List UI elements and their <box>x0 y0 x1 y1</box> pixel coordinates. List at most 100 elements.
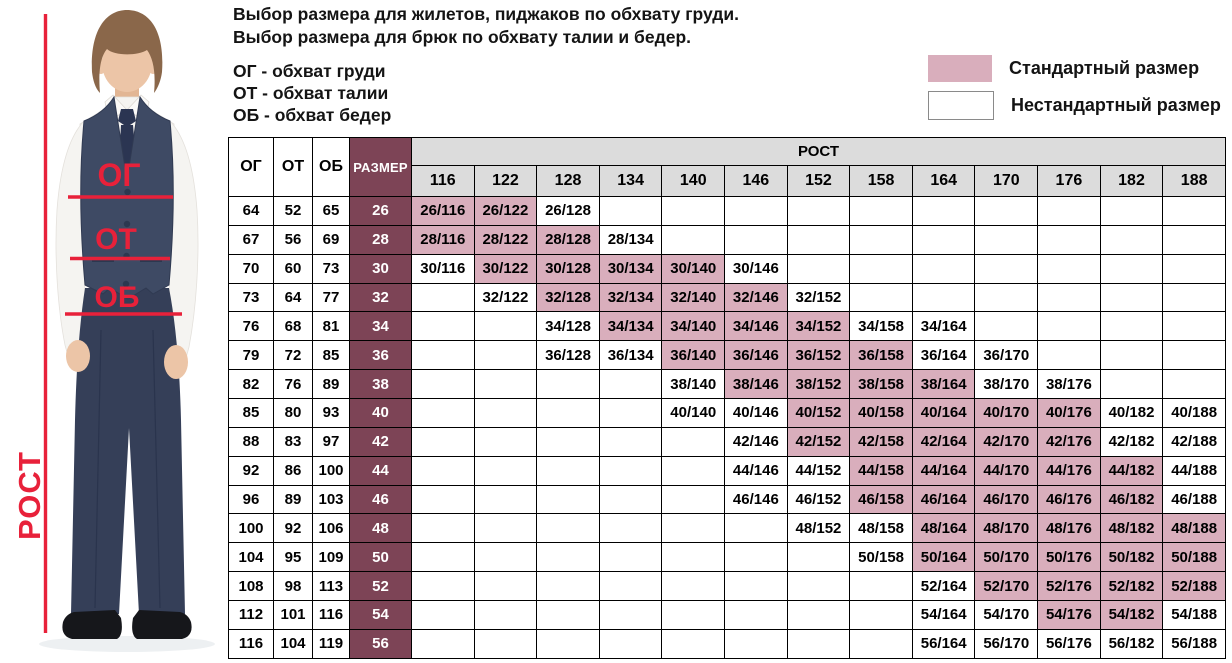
chest-value: 67 <box>228 224 274 255</box>
size-height-cell <box>473 455 538 486</box>
hips-value: 100 <box>312 455 350 486</box>
size-height-cell <box>786 542 851 573</box>
size-row-26: 64 52 65 26 26/116 26/122 26/128 <box>228 196 1226 226</box>
chest-value: 73 <box>228 282 274 313</box>
size-height-cell <box>1162 282 1226 313</box>
size-height-cell: 28/116 <box>411 224 475 255</box>
size-height-cell: 32/128 <box>536 282 600 313</box>
size-height-cell <box>598 369 663 400</box>
chest-value: 88 <box>228 426 274 457</box>
size-height-cell <box>911 282 976 313</box>
size-height-cell <box>598 398 663 428</box>
size-height-cell: 36/152 <box>786 340 851 371</box>
height-header-140: 140 <box>661 165 726 197</box>
size-value: 38 <box>349 369 412 400</box>
size-height-cell <box>473 513 538 544</box>
size-height-cell <box>411 455 475 486</box>
size-height-cell: 40/164 <box>911 398 976 428</box>
size-height-cell: 44/158 <box>849 455 913 486</box>
abbreviation-list: ОГ - обхват груди ОТ - обхват талии ОБ -… <box>233 60 391 126</box>
size-height-cell <box>598 542 663 573</box>
size-height-cell: 44/188 <box>1162 455 1226 486</box>
size-height-cell <box>473 571 538 602</box>
size-height-cell <box>849 196 913 226</box>
size-height-cell <box>411 426 475 457</box>
size-height-cell <box>411 628 475 659</box>
size-height-cell <box>1037 340 1101 371</box>
height-label: РОСТ <box>12 451 47 540</box>
size-height-cell: 52/182 <box>1099 571 1164 602</box>
size-height-cell <box>1162 196 1226 226</box>
size-height-cell: 42/176 <box>1037 426 1101 457</box>
size-height-cell <box>724 224 788 255</box>
size-height-cell <box>849 600 913 630</box>
size-height-cell <box>598 628 663 659</box>
waist-value: 64 <box>273 282 313 313</box>
size-height-cell: 38/152 <box>786 369 851 400</box>
size-value: 34 <box>349 311 412 342</box>
size-height-cell <box>1162 369 1226 400</box>
size-height-cell: 48/188 <box>1162 513 1226 544</box>
chest-label: ОГ <box>97 157 140 193</box>
size-height-cell <box>1037 196 1101 226</box>
chest-value: 76 <box>228 311 274 342</box>
size-height-cell <box>974 311 1039 342</box>
boy-figure <box>39 10 215 652</box>
size-row-46: 96 89 103 46 46/146 46/152 46/158 46/164 46/170 4… <box>228 484 1226 515</box>
size-height-cell: 44/170 <box>974 455 1039 486</box>
size-height-cell: 34/152 <box>786 311 851 342</box>
size-height-cell <box>411 398 475 428</box>
size-height-cell <box>473 311 538 342</box>
size-value: 42 <box>349 426 412 457</box>
hips-value: 77 <box>312 282 350 313</box>
size-height-cell: 46/158 <box>849 484 913 515</box>
size-height-cell: 32/152 <box>786 282 851 313</box>
title-line-2: Выбор размера для брюк по обхвату талии … <box>233 27 691 47</box>
size-height-cell: 36/128 <box>536 340 600 371</box>
size-height-cell <box>536 426 600 457</box>
size-height-cell <box>598 513 663 544</box>
size-height-cell: 46/182 <box>1099 484 1164 515</box>
size-row-48: 100 92 106 48 48/152 48/158 48/164 48/170 48/176… <box>228 513 1226 544</box>
size-height-cell: 40/140 <box>661 398 726 428</box>
size-row-40: 85 80 93 40 40/140 40/146 40/152 40/158 40/164 40… <box>228 398 1226 428</box>
size-height-cell <box>661 455 726 486</box>
size-height-cell <box>473 426 538 457</box>
size-height-cell <box>1162 253 1226 284</box>
size-height-cell <box>849 224 913 255</box>
size-row-34: 76 68 81 34 34/128 34/134 34/140 34/146 34/152 34… <box>228 311 1226 342</box>
size-height-cell <box>661 196 726 226</box>
height-header-176: 176 <box>1037 165 1101 197</box>
size-height-cell: 34/140 <box>661 311 726 342</box>
waist-value: 72 <box>273 340 313 371</box>
size-value: 28 <box>349 224 412 255</box>
size-height-cell: 54/182 <box>1099 600 1164 630</box>
size-height-cell: 42/182 <box>1099 426 1164 457</box>
size-height-cell: 46/170 <box>974 484 1039 515</box>
size-height-cell <box>1099 340 1164 371</box>
waist-value: 89 <box>273 484 313 515</box>
height-header-134: 134 <box>598 165 663 197</box>
size-height-cell <box>661 542 726 573</box>
hips-value: 81 <box>312 311 350 342</box>
height-header-116: 116 <box>411 165 475 197</box>
size-height-cell: 50/176 <box>1037 542 1101 573</box>
size-height-cell: 32/134 <box>598 282 663 313</box>
size-height-cell <box>724 542 788 573</box>
size-height-cell <box>536 398 600 428</box>
size-height-cell: 44/164 <box>911 455 976 486</box>
size-value: 50 <box>349 542 412 573</box>
waist-value: 95 <box>273 542 313 573</box>
size-height-cell <box>1162 311 1226 342</box>
size-height-cell <box>536 571 600 602</box>
size-height-cell: 36/140 <box>661 340 726 371</box>
height-header-152: 152 <box>786 165 851 197</box>
chest-value: 92 <box>228 455 274 486</box>
waist-value: 60 <box>273 253 313 284</box>
size-row-54: 112 101 116 54 54/164 54/170 54/176 54/182 54/18… <box>228 600 1226 630</box>
size-height-cell: 48/152 <box>786 513 851 544</box>
standard-size-label: Стандартный размер <box>1009 58 1200 78</box>
size-height-cell: 52/188 <box>1162 571 1226 602</box>
size-value: 32 <box>349 282 412 313</box>
